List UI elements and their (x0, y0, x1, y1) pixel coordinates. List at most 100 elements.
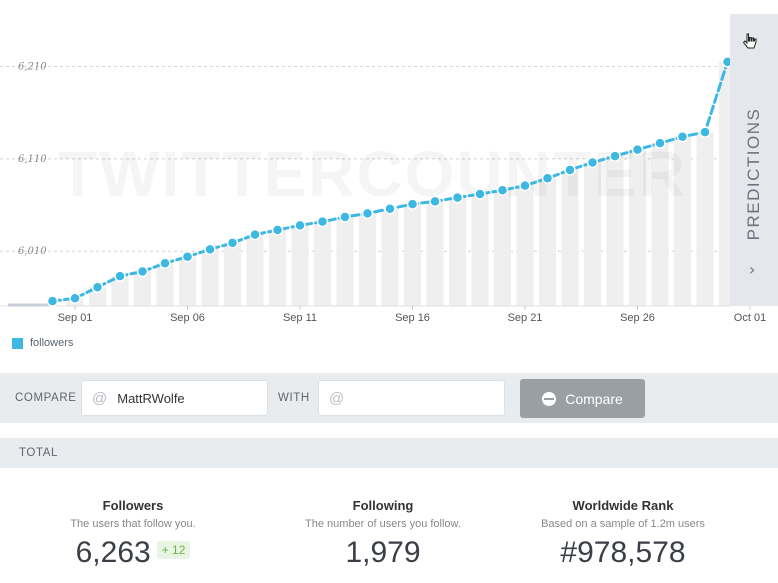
data-point (339, 211, 351, 223)
stat-subtitle: The number of users you follow. (305, 518, 461, 530)
chart-legend[interactable]: followers (12, 337, 73, 349)
background-bar (269, 229, 286, 306)
data-point (249, 228, 261, 241)
background-bar (291, 225, 309, 306)
stat-value: 6,263 (75, 536, 151, 569)
x-tick-label: Sep 11 (283, 312, 317, 324)
compare-user1-value: MattRWolfe (117, 390, 185, 406)
data-point (159, 257, 171, 269)
stat-subtitle: Based on a sample of 1.2m users (541, 518, 705, 530)
background-bar (449, 197, 466, 306)
data-point (114, 270, 126, 282)
x-tick-label: Sep 16 (395, 312, 430, 324)
data-point (519, 179, 531, 192)
data-point (69, 292, 81, 305)
data-point (91, 281, 104, 293)
background-bar (89, 287, 106, 306)
at-icon: @ (329, 389, 345, 407)
data-point (181, 250, 194, 263)
compare-user2-input[interactable]: @ (318, 380, 505, 416)
following-stat: Following The number of users you follow… (258, 498, 508, 570)
x-tick-label: Sep 01 (58, 312, 93, 324)
total-header: TOTAL (0, 438, 778, 468)
data-point (564, 164, 576, 176)
predictions-panel[interactable]: PREDICTIONS › (730, 14, 778, 306)
data-point (609, 150, 621, 162)
legend-swatch (12, 337, 23, 349)
data-point (361, 207, 374, 220)
data-point (474, 188, 486, 200)
compare-label: COMPARE (15, 392, 77, 404)
background-bar (224, 242, 241, 306)
with-label: WITH (278, 392, 310, 404)
data-point (654, 137, 666, 149)
x-tick-label: Sep 21 (508, 312, 543, 324)
chevron-right-icon[interactable]: › (749, 260, 756, 279)
watermark-text: TWITTERCOUNTER (58, 138, 687, 210)
background-bar (426, 201, 444, 306)
background-bar (156, 263, 174, 306)
data-point (631, 143, 644, 156)
total-label: TOTAL (19, 447, 58, 459)
background-bar (606, 156, 624, 306)
followers-chart: 6,010 6,110 6,210 TWITTERCOUNTER Sep 01 Sep 0… (0, 56, 766, 324)
data-point (406, 198, 419, 210)
compare-button[interactable]: Compare (520, 379, 645, 418)
data-point (384, 202, 396, 215)
background-bar (674, 136, 691, 306)
background-bar (179, 256, 196, 306)
compare-icon (542, 391, 557, 406)
background-bar (111, 276, 129, 306)
y-tick-label: 6,110 (18, 154, 47, 165)
background-bar (561, 169, 579, 306)
data-point (46, 295, 59, 307)
compare-button-label: Compare (565, 390, 623, 407)
compare-user1-input[interactable]: @ MattRWolfe (81, 380, 268, 416)
stat-title: Followers (102, 498, 164, 513)
data-point (541, 172, 554, 185)
stat-value: #978,578 (560, 536, 686, 569)
background-bar (201, 249, 219, 306)
background-bar (359, 213, 376, 306)
data-point (316, 215, 329, 228)
followers-delta-badge: + 12 (156, 541, 191, 559)
stat-title: Worldwide Rank (572, 498, 674, 513)
background-bar (404, 204, 421, 306)
background-bar (516, 185, 534, 306)
background-bar (629, 149, 646, 306)
data-point (294, 219, 306, 232)
background-bar (314, 221, 331, 306)
x-tick-label: Sep 06 (170, 312, 205, 324)
data-point (204, 243, 216, 256)
x-tick-label: Oct 01 (734, 312, 766, 324)
data-point (429, 195, 441, 208)
chart-svg: 6,010 6,110 6,210 TWITTERCOUNTER Sep 01 Sep 0… (0, 56, 766, 324)
data-point (136, 265, 149, 278)
y-tick-label: 6,210 (18, 62, 47, 73)
background-bar (336, 217, 354, 306)
background-bar (539, 178, 556, 306)
background-bar (134, 271, 151, 306)
background-bar (246, 234, 264, 306)
background-bar (696, 132, 714, 306)
data-point (676, 130, 689, 143)
followers-stat: Followers The users that follow you. 6,2… (8, 498, 258, 570)
data-point (451, 191, 464, 204)
predictions-label: PREDICTIONS (744, 107, 763, 241)
background-bar (471, 193, 489, 306)
stat-value: 1,979 (345, 536, 421, 569)
data-point (226, 237, 239, 249)
background-bar (494, 190, 511, 306)
data-point (271, 224, 284, 236)
worldwide-rank-stat: Worldwide Rank Based on a sample of 1.2m… (498, 498, 748, 570)
compare-bar: COMPARE @ MattRWolfe WITH @ Compare (0, 373, 778, 423)
background-bar (381, 208, 399, 306)
background-bar (651, 143, 669, 306)
hand-cursor-icon (742, 33, 757, 49)
legend-label: followers (30, 337, 74, 349)
stat-subtitle: The users that follow you. (70, 518, 196, 530)
y-tick-label: 6,010 (18, 246, 47, 257)
data-point (496, 184, 509, 197)
background-bar (584, 162, 601, 306)
data-point (586, 156, 599, 169)
